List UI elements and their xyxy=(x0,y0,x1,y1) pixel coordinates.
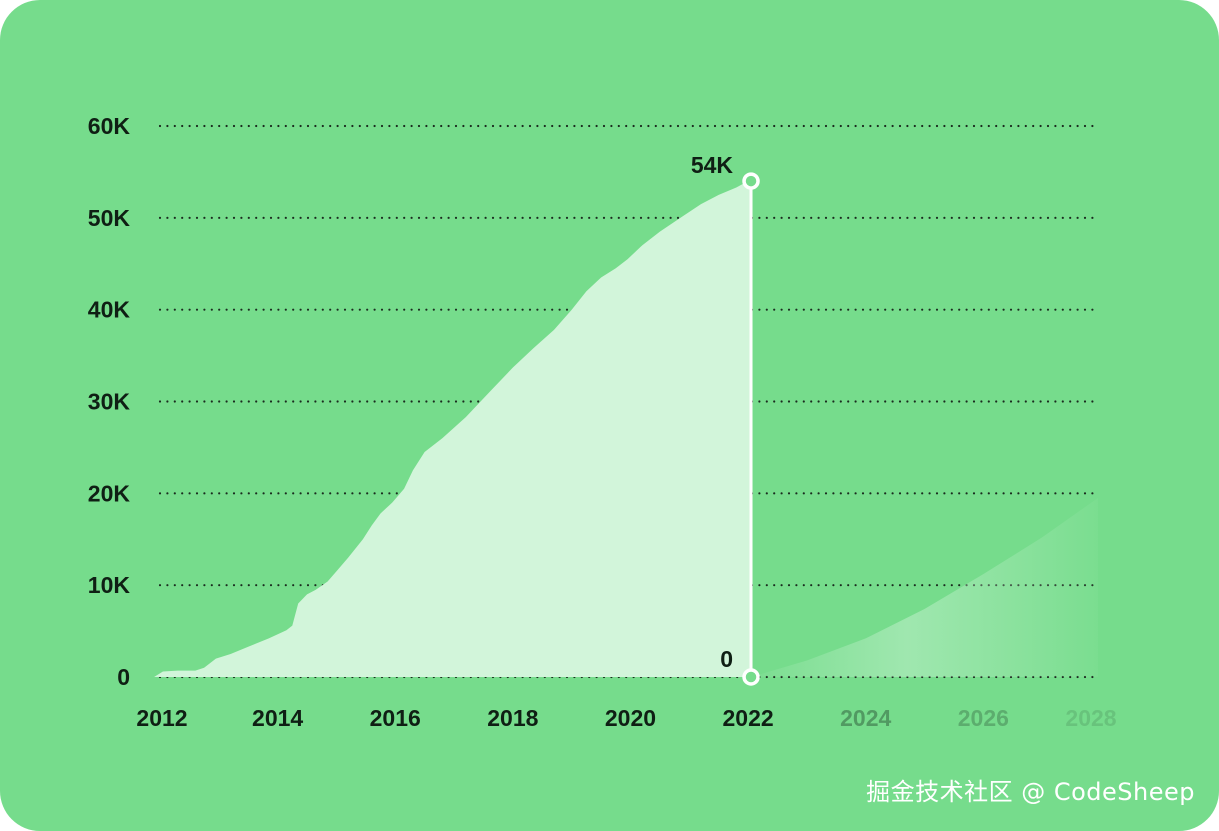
watermark-text: 掘金技术社区 @ CodeSheep xyxy=(866,778,1195,806)
annotations: 54K 0 xyxy=(691,152,760,686)
y-tick-label: 60K xyxy=(88,113,131,139)
x-axis-labels: 2012 2014 2016 2018 2020 2022 2024 2026 2028 xyxy=(136,705,1116,731)
projection-area xyxy=(751,497,1098,677)
x-tick-label: 2018 xyxy=(487,705,538,731)
x-tick-label: 2016 xyxy=(370,705,421,731)
x-tick-label: 2014 xyxy=(252,705,303,731)
x-tick-label: 2020 xyxy=(605,705,656,731)
y-tick-label: 10K xyxy=(88,572,131,598)
x-tick-label: 2012 xyxy=(136,705,187,731)
growth-area xyxy=(154,181,752,677)
y-tick-label: 40K xyxy=(88,297,131,323)
annotation-label: 0 xyxy=(720,646,733,672)
marker-dot xyxy=(742,668,760,686)
y-tick-label: 30K xyxy=(88,389,131,415)
y-tick-label: 50K xyxy=(88,205,131,231)
x-tick-label: 2028 xyxy=(1065,705,1116,731)
x-tick-label: 2024 xyxy=(840,705,891,731)
data-areas xyxy=(154,181,1098,677)
marker-dot xyxy=(742,172,760,190)
x-tick-label: 2022 xyxy=(723,705,774,731)
y-tick-label: 0 xyxy=(117,664,130,690)
y-axis-labels: 0 10K 20K 30K 40K 50K 60K xyxy=(88,113,131,690)
x-tick-label: 2026 xyxy=(958,705,1009,731)
y-tick-label: 20K xyxy=(88,480,131,506)
annotation-label: 54K xyxy=(691,152,734,178)
